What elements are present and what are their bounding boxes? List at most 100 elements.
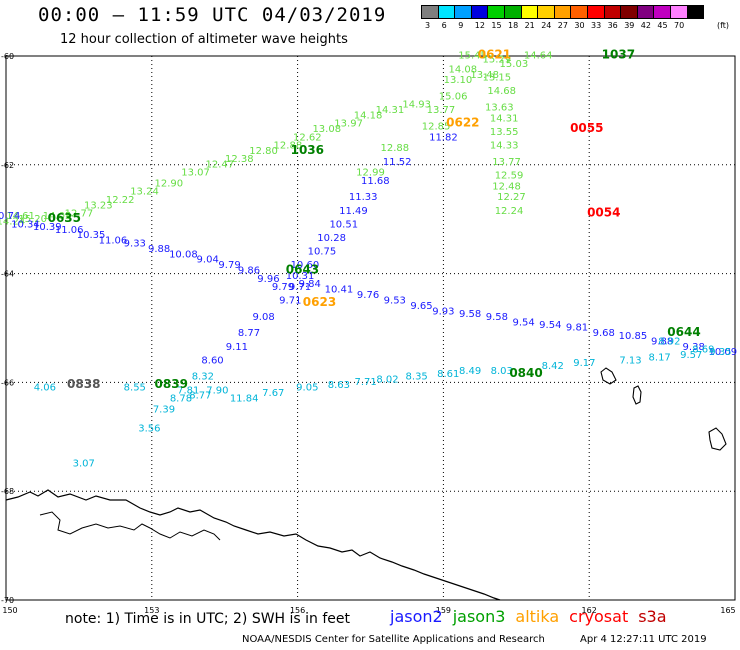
pass-time-label: 0838 xyxy=(67,377,100,391)
wave-height-value: 9.38 xyxy=(683,342,705,353)
color-legend-labels: 3 6 9 12 15 18 21 24 27 30 33 36 39 42 45 70 (ft) xyxy=(421,21,740,33)
wave-height-value: 8.61 xyxy=(437,369,459,380)
wave-height-value: 12.59 xyxy=(495,170,524,181)
wave-height-value: 15.29 xyxy=(483,55,512,66)
wave-height-value: 10.41 xyxy=(325,285,354,296)
pass-time-label: 0621 xyxy=(478,48,511,62)
legend-label: 30 xyxy=(574,21,585,30)
wave-height-value: 9.53 xyxy=(384,296,406,307)
wave-height-value: 9.08 xyxy=(252,312,274,323)
pass-time-label: 0054 xyxy=(587,205,620,219)
wave-height-value: 9.81 xyxy=(566,323,588,334)
legend-label: 3 xyxy=(425,21,431,30)
wave-height-value: 7.71 xyxy=(355,377,377,388)
wave-height-value: 3.07 xyxy=(73,459,95,470)
axis-tick-labels: 150 153 156 159 162 165 -60 -62 -64 -66 -68 -70 xyxy=(1,52,736,615)
wave-height-value: 10.31 xyxy=(286,271,315,282)
wave-height-value: 8.03 xyxy=(491,366,513,377)
legend-label: 33 xyxy=(591,21,602,30)
wave-height-value: 10.35 xyxy=(77,230,106,241)
wave-height-value: 8.60 xyxy=(201,355,223,366)
wave-height-value: 8.35 xyxy=(406,372,428,383)
wave-height-value: 13.24 xyxy=(130,187,159,198)
legend-label: 36 xyxy=(607,21,618,30)
wave-height-value: 7.90 xyxy=(206,385,228,396)
credit-line: NOAA/NESDIS Center for Satellite Applica… xyxy=(242,634,545,645)
longitude-tick-label: 165 xyxy=(720,606,735,615)
wave-height-value: 10.75 xyxy=(308,247,337,258)
wave-height-value: 14.64 xyxy=(524,51,553,62)
wave-height-value: 8.92 xyxy=(658,336,680,347)
wave-height-value: 14.68 xyxy=(487,86,516,97)
wave-height-value: 9.68 xyxy=(593,328,615,339)
footer-note: note: 1) Time is in UTC; 2) SWH is in fe… xyxy=(65,611,351,627)
wave-height-value: 13.55 xyxy=(490,127,519,138)
color-legend xyxy=(421,5,705,19)
wave-height-value: 9.05 xyxy=(296,383,318,394)
wave-height-value: 15.45 xyxy=(458,51,487,62)
wave-height-value: 13.07 xyxy=(181,168,210,179)
generation-timestamp: Apr 4 12:27:11 UTC 2019 xyxy=(580,634,707,645)
ice-shelf-outline xyxy=(39,511,221,541)
graticule xyxy=(6,56,735,600)
wave-height-value: 8.78 xyxy=(170,393,192,404)
satellite-name: jason2 xyxy=(390,607,443,626)
pass-time-label: 0635 xyxy=(48,211,81,225)
wave-height-value: 9.57 xyxy=(680,350,702,361)
antarctic-coastline xyxy=(5,489,501,601)
pass-time-label: 0839 xyxy=(155,377,188,391)
wave-height-value: 13.48 xyxy=(470,70,499,81)
wave-height-value: 15.20 xyxy=(18,214,47,225)
wave-height-value: 14.05 xyxy=(43,211,72,222)
satellite-legend: jason2 jason3 altika cryosat s3a xyxy=(390,607,677,626)
legend-unit: (ft) xyxy=(717,21,730,30)
wave-height-value: 8.63 xyxy=(328,380,350,391)
wave-height-value: 9.17 xyxy=(573,358,595,369)
wave-height-value: 11.52 xyxy=(383,157,412,168)
wave-height-value: 12.22 xyxy=(106,195,135,206)
island-2 xyxy=(632,385,642,405)
wave-height-value: 9.65 xyxy=(410,301,432,312)
pass-time-label: 1037 xyxy=(602,48,635,62)
wave-height-value: 10.51 xyxy=(329,219,358,230)
wave-height-value: 9.86 xyxy=(238,266,260,277)
wave-height-value: 11.82 xyxy=(429,132,458,143)
wave-height-value: 8.77 xyxy=(189,391,211,402)
wave-height-value: 9.71 xyxy=(289,282,311,293)
wave-height-value: 11.49 xyxy=(339,206,368,217)
wave-height-value: 11.06 xyxy=(99,236,128,247)
map-frame xyxy=(5,55,736,601)
latitude-tick-label: -60 xyxy=(1,52,14,61)
wave-height-value: 14.61 xyxy=(6,211,35,222)
legend-swatch xyxy=(686,5,705,19)
wave-height-value: 12.90 xyxy=(154,179,183,190)
satellite-name: s3a xyxy=(638,607,667,626)
wave-height-value: 12.88 xyxy=(380,143,409,154)
wave-height-value: 11.06 xyxy=(55,225,84,236)
wave-height-value: 9.84 xyxy=(299,279,321,290)
wave-height-value: 8.69 xyxy=(692,344,714,355)
wave-height-value: 10.74 xyxy=(0,211,20,222)
pass-time-label: 0622 xyxy=(446,116,479,130)
wave-height-value: 9.79 xyxy=(272,282,294,293)
wave-height-value: 12.77 xyxy=(65,208,94,219)
satellite-name: jason3 xyxy=(452,607,506,626)
wave-height-value: 12.62 xyxy=(293,132,322,143)
latitude-tick-label: -64 xyxy=(1,270,14,279)
legend-label: 27 xyxy=(557,21,568,30)
pass-time-label: 0055 xyxy=(570,121,603,135)
wave-height-value: 9.79 xyxy=(218,260,240,271)
legend-label: 9 xyxy=(458,21,464,30)
legend-label: 45 xyxy=(657,21,668,30)
wave-height-value: 14.31 xyxy=(490,113,519,124)
legend-label: 12 xyxy=(474,21,485,30)
satellite-name: altika xyxy=(515,607,560,626)
wave-height-value: 4.06 xyxy=(34,383,56,394)
wave-height-value: 7.13 xyxy=(619,355,641,366)
legend-label: 21 xyxy=(524,21,535,30)
wave-height-value: 8.49 xyxy=(459,366,481,377)
island-1 xyxy=(600,367,617,385)
wave-height-value: 12.24 xyxy=(495,206,524,217)
wave-height-value: 9.58 xyxy=(459,309,481,320)
